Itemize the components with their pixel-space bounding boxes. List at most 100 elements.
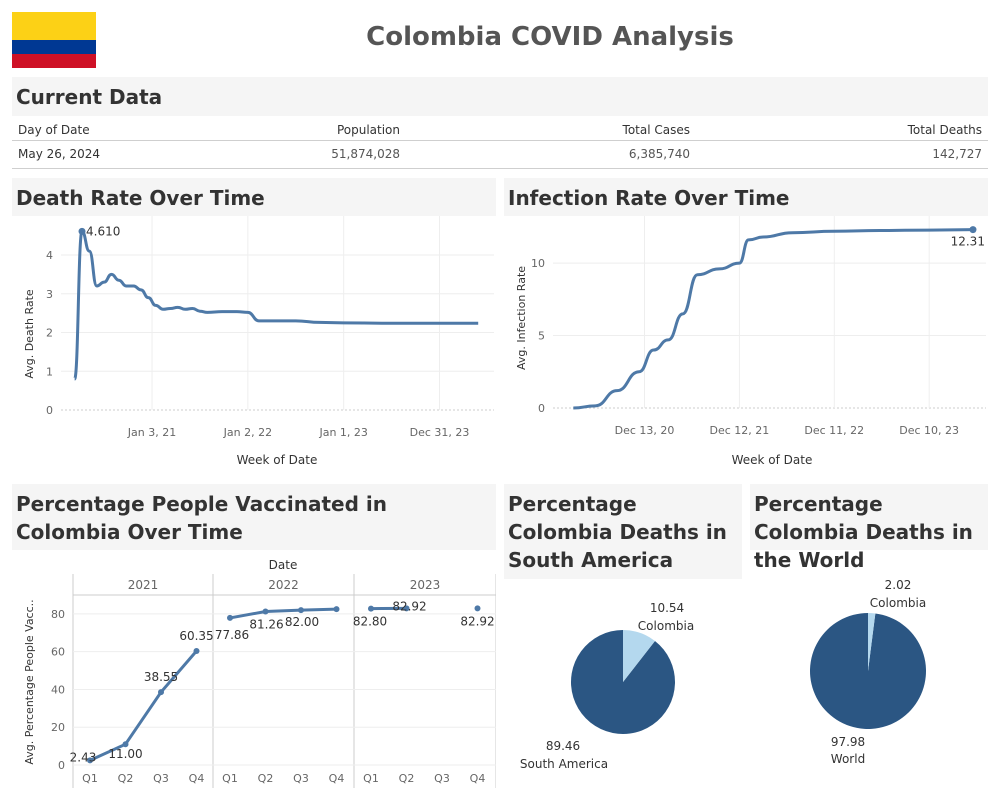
infection-rate-title: Infection Rate Over Time <box>504 178 988 216</box>
pie-world-world-label: World <box>831 752 865 766</box>
death-rate-ylabel: Avg. Death Rate <box>23 289 36 379</box>
vaccinated-value-label: 77.86 <box>215 628 249 642</box>
ir-xtick-label: Dec 10, 23 <box>899 424 959 437</box>
vaccinated-point <box>122 741 129 748</box>
cell-total-deaths: 142,727 <box>932 147 982 161</box>
table-bottom-border <box>12 168 988 169</box>
vaccinated-quarter-label: Q4 <box>189 772 205 785</box>
current-data-table: Day of Date Population Total Cases Total… <box>12 118 988 170</box>
ir-ytick-label: 0 <box>538 402 545 415</box>
dr-ytick-label: 4 <box>46 249 53 262</box>
death-rate-peak-marker <box>78 227 86 235</box>
colombia-flag <box>12 12 96 68</box>
flag-stripe-yellow <box>12 12 96 40</box>
vaccinated-point <box>193 648 200 655</box>
infection-rate-end-marker <box>969 226 977 234</box>
ir-ytick-label: 10 <box>531 257 545 270</box>
vaccinated-quarter-label: Q3 <box>434 772 450 785</box>
dr-xtick-label: Dec 31, 23 <box>410 426 470 439</box>
cell-total-cases: 6,385,740 <box>628 147 690 161</box>
col-header-total-deaths: Total Deaths <box>907 123 982 137</box>
pie-world-colombia-label: Colombia <box>870 596 926 610</box>
current-data-title: Current Data <box>12 77 988 116</box>
vaccinated-value-label: 38.55 <box>144 670 178 684</box>
flag-stripe-red <box>12 54 96 68</box>
cell-date: May 26, 2024 <box>18 147 101 161</box>
vaccinated-series-line <box>89 650 198 762</box>
vaccinated-value-label: 81.26 <box>249 618 283 632</box>
pie-sa-title: Percentage Colombia Deaths in South Amer… <box>504 484 742 579</box>
dr-xtick-label: Jan 1, 23 <box>318 426 367 439</box>
death-rate-peak-label: 4.610 <box>86 224 120 238</box>
pie-world-world-value: 97.98 <box>831 735 865 749</box>
vaccinated-quarter-label: Q3 <box>153 772 169 785</box>
pie-sa-colombia-value: 10.54 <box>650 601 684 615</box>
vaccinated-point <box>227 614 233 621</box>
pie-sa-slice-colombia <box>623 630 655 682</box>
vaccinated-year-label: 2021 <box>128 578 159 592</box>
vaccinated-point <box>87 757 93 764</box>
pie-world-title: Percentage Colombia Deaths in the World <box>750 484 988 572</box>
vaccinated-quarter-label: Q1 <box>222 772 238 785</box>
infection-rate-ylabel: Avg. Infection Rate <box>515 266 528 370</box>
vaccinated-quarter-label: Q4 <box>329 772 345 785</box>
ir-xtick-label: Dec 12, 21 <box>710 424 770 437</box>
vaccinated-ytick-label: 60 <box>51 646 65 659</box>
dr-ytick-label: 1 <box>46 365 53 378</box>
pie-world-colombia-value: 2.02 <box>885 578 912 592</box>
vaccinated-ytick-label: 0 <box>58 759 65 772</box>
flag-stripe-blue <box>12 40 96 54</box>
pie-world-chart: 2.02 Colombia 97.98 World <box>810 578 926 766</box>
pie-sa-chart: 10.54 Colombia 89.46 South America <box>520 601 694 771</box>
death-rate-xlabel: Week of Date <box>237 453 318 467</box>
vaccinated-value-label: 60.35 <box>179 629 213 643</box>
vaccinated-value-label: 2.43 <box>70 750 97 764</box>
vaccinated-value-label: 82.92 <box>392 599 426 613</box>
vaccinated-point <box>368 605 374 612</box>
vaccinated-quarter-label: Q2 <box>258 772 274 785</box>
vaccinated-value-label: 82.92 <box>460 614 494 628</box>
dr-xtick-label: Jan 2, 22 <box>223 426 272 439</box>
vaccinated-value-label: 82.80 <box>353 615 387 629</box>
col-header-total-cases: Total Cases <box>622 123 690 137</box>
dr-ytick-label: 0 <box>46 404 53 417</box>
vaccinated-point <box>333 606 340 613</box>
dr-xtick-label: Jan 3, 21 <box>127 426 176 439</box>
vaccinated-quarter-label: Q4 <box>470 772 486 785</box>
vaccinated-value-label: 11.00 <box>108 747 142 761</box>
vaccinated-quarter-label: Q2 <box>399 772 415 785</box>
vaccinated-quarter-label: Q1 <box>363 772 379 785</box>
vaccinated-year-label: 2023 <box>410 578 441 592</box>
dashboard-title: Colombia COVID Analysis <box>366 22 734 52</box>
vaccinated-point <box>262 608 269 615</box>
vaccinated-point <box>158 689 164 696</box>
vaccinated-quarter-label: Q2 <box>118 772 134 785</box>
vaccinated-ytick-label: 80 <box>51 608 65 621</box>
vaccinated-year-label: 2022 <box>268 578 299 592</box>
vaccinated-ytick-label: 40 <box>51 683 65 696</box>
vaccinated-point <box>474 605 481 612</box>
death-rate-chart: 0 1 2 3 4 Jan 3, 21 Jan 2, 22 Jan 1, 23 Dec 31,… <box>23 216 494 467</box>
vaccinated-value-label: 82.00 <box>285 615 319 629</box>
death-rate-line <box>73 229 479 381</box>
col-header-population: Population <box>336 123 400 137</box>
ir-ytick-label: 5 <box>538 330 545 343</box>
ir-xtick-label: Dec 11, 22 <box>804 424 864 437</box>
cell-population: 51,874,028 <box>331 147 400 161</box>
vaccinated-top-label: Date <box>269 558 298 572</box>
infection-rate-line <box>573 228 973 410</box>
vaccinated-quarter-label: Q3 <box>293 772 309 785</box>
pie-sa-colombia-label: Colombia <box>638 619 694 633</box>
vaccinated-point <box>298 607 304 614</box>
ir-xtick-label: Dec 13, 20 <box>615 424 675 437</box>
vaccinated-title: Percentage People Vaccinated in Colombia… <box>12 484 496 550</box>
vaccinated-chart: Date 2021 Q1 Q2 Q3 Q4 2022 Q1 Q2 Q3 Q4 2023 Q1 Q2 Q3 Q… <box>23 558 496 788</box>
vaccinated-point <box>403 605 410 612</box>
col-header-date: Day of Date <box>18 123 90 137</box>
dr-ytick-label: 3 <box>46 288 53 301</box>
vaccinated-quarter-label: Q1 <box>82 772 98 785</box>
infection-rate-end-label: 12.31 <box>951 235 985 249</box>
pie-sa-sa-label: South America <box>520 757 608 771</box>
vaccinated-ylabel: Avg. Percentage People Vacc.. <box>23 599 36 764</box>
dr-ytick-label: 2 <box>46 327 53 340</box>
